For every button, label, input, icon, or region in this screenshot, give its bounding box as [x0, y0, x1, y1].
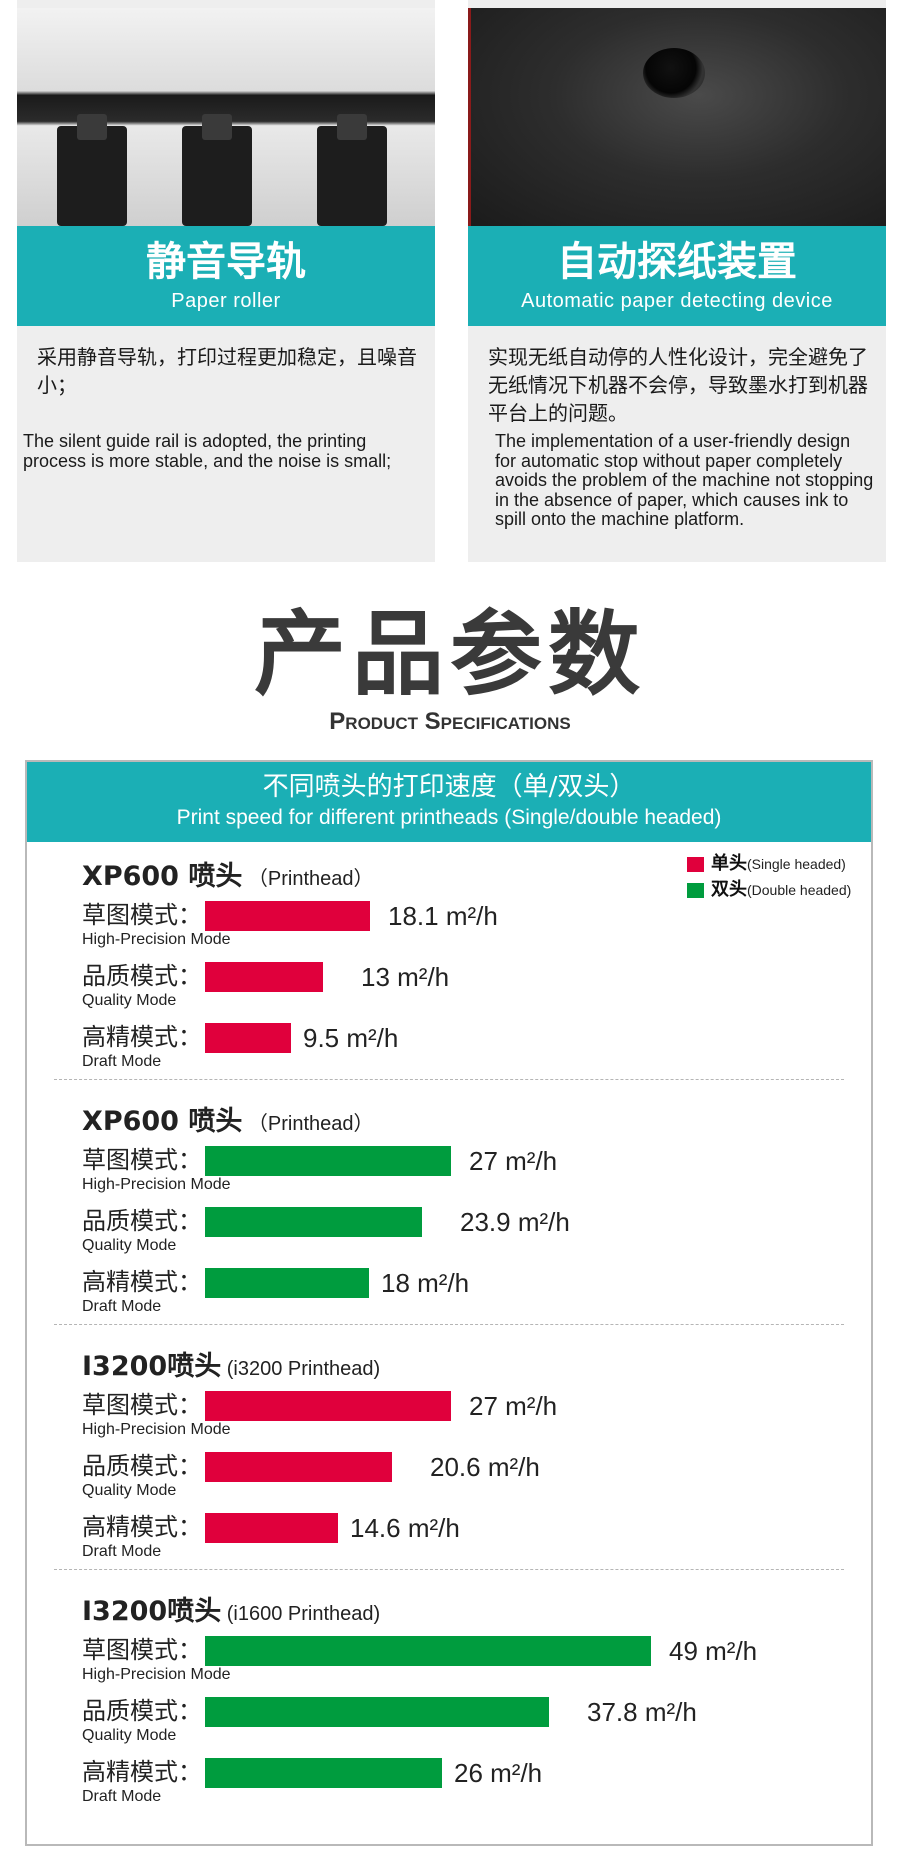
rail-bracket: [57, 126, 127, 226]
feature-title-en: Automatic paper detecting device: [521, 290, 833, 312]
rail-clip: [202, 114, 232, 140]
speed-value: 18 m²/h: [381, 1268, 470, 1298]
printhead-name: XP600 喷头: [82, 861, 243, 892]
legend-swatch-single: [687, 857, 704, 872]
group-divider: [54, 1079, 844, 1080]
speed-value: 9.5 m²/h: [303, 1023, 399, 1053]
speed-bar-single: [205, 1391, 451, 1421]
printhead-label: （Printhead）: [242, 1113, 374, 1135]
mode-label-en: High-Precision Mode: [82, 931, 231, 948]
speed-bar-double: [205, 1758, 442, 1788]
group-title: XP600 喷头 （Printhead）: [82, 860, 374, 896]
rail-clip: [337, 114, 367, 140]
feature-title: 自动探纸装置: [557, 239, 797, 285]
section-subtitle: Product Specifications: [329, 708, 571, 735]
legend-swatch-double: [687, 883, 704, 898]
speed-value: 20.6 m²/h: [430, 1452, 540, 1482]
printhead-name: I3200喷头: [82, 1596, 222, 1627]
mode-label-en: High-Precision Mode: [82, 1176, 231, 1193]
legend-label: 双头(Double headed): [711, 879, 852, 900]
printhead-label: (i1600 Printhead): [221, 1603, 381, 1625]
feature-description-en: The implementation of a user-friendly de…: [495, 431, 874, 529]
speed-value: 13 m²/h: [361, 962, 450, 992]
mode-label-en: Quality Mode: [82, 1727, 177, 1744]
speed-value: 27 m²/h: [469, 1146, 558, 1176]
feature-title: 静音导轨: [146, 239, 306, 285]
group-title: I3200喷头 (i1600 Printhead): [82, 1595, 380, 1631]
print-speed-chart: 不同喷头的打印速度（单/双头） Print speed for differen…: [25, 760, 873, 1846]
speed-bar-double: [205, 1146, 451, 1176]
chart-subtitle: Print speed for different printheads (Si…: [176, 806, 722, 829]
mode-label-en: Draft Mode: [82, 1298, 162, 1315]
feature-title-en: Paper roller: [171, 290, 281, 312]
mode-label: 品质模式：: [82, 1207, 202, 1235]
chart-header: 不同喷头的打印速度（单/双头） Print speed for differen…: [27, 762, 871, 842]
rail-clip: [77, 114, 107, 140]
printhead-label: （Printhead）: [242, 868, 374, 890]
section-title: 产品参数: [253, 601, 646, 708]
mode-label: 高精模式：: [82, 1268, 202, 1296]
speed-bar-double: [205, 1697, 549, 1727]
speed-bar-double: [205, 1207, 422, 1237]
speed-bar-single: [205, 901, 370, 931]
printhead-label: (i3200 Printhead): [221, 1358, 381, 1380]
speed-bar-single: [205, 1023, 291, 1053]
group-divider: [54, 1324, 844, 1325]
speed-bar-single: [205, 962, 323, 992]
mode-label-en: Quality Mode: [82, 1482, 177, 1499]
guide-rail-photo: [17, 8, 435, 226]
speed-value: 27 m²/h: [469, 1391, 558, 1421]
paper-sensor-photo: [468, 8, 886, 226]
mode-label-en: Quality Mode: [82, 1237, 177, 1254]
printhead-name: I3200喷头: [82, 1351, 222, 1382]
mode-label: 草图模式：: [82, 1391, 202, 1419]
group-divider: [54, 1569, 844, 1570]
mode-label-en: Draft Mode: [82, 1788, 162, 1805]
feature-description-en: The silent guide rail is adopted, the pr…: [23, 431, 392, 471]
mode-label: 草图模式：: [82, 901, 202, 929]
mode-label: 高精模式：: [82, 1513, 202, 1541]
legend-label: 单头(Single headed): [711, 853, 846, 874]
speed-bar-single: [205, 1452, 392, 1482]
mode-label: 品质模式：: [82, 1452, 202, 1480]
mode-label-en: Draft Mode: [82, 1053, 162, 1070]
speed-value: 49 m²/h: [669, 1636, 758, 1666]
mode-label-en: Draft Mode: [82, 1543, 162, 1560]
speed-value: 26 m²/h: [454, 1758, 543, 1788]
group-title: XP600 喷头 （Printhead）: [82, 1105, 374, 1141]
feature-banner: 自动探纸装置 Automatic paper detecting device: [468, 226, 886, 326]
group-title: I3200喷头 (i3200 Printhead): [82, 1350, 380, 1386]
mode-label: 草图模式：: [82, 1146, 202, 1174]
rail-bracket: [317, 126, 387, 226]
speed-value: 14.6 m²/h: [350, 1513, 460, 1543]
printhead-name: XP600 喷头: [82, 1106, 243, 1137]
speed-value: 18.1 m²/h: [388, 901, 498, 931]
feature-description: 实现无纸自动停的人性化设计，完全避免了无纸情况下机器不会停，导致墨水打到机器平台…: [488, 345, 868, 425]
feature-card-paper-roller: 静音导轨 Paper roller 采用静音导轨，打印过程更加稳定，且噪音小； …: [17, 0, 435, 562]
mode-label: 高精模式：: [82, 1758, 202, 1786]
speed-bar-double: [205, 1636, 651, 1666]
feature-card-paper-detecting: 自动探纸装置 Automatic paper detecting device …: [468, 0, 886, 562]
chart-title: 不同喷头的打印速度（单/双头）: [262, 772, 636, 802]
rail-bracket: [182, 126, 252, 226]
mode-label: 品质模式：: [82, 1697, 202, 1725]
speed-bar-double: [205, 1268, 369, 1298]
mode-label-en: Quality Mode: [82, 992, 177, 1009]
mode-label-en: High-Precision Mode: [82, 1421, 231, 1438]
feature-description: 采用静音导轨，打印过程更加稳定，且噪音小；: [37, 345, 417, 397]
speed-value: 37.8 m²/h: [587, 1697, 697, 1727]
feature-banner: 静音导轨 Paper roller: [17, 226, 435, 326]
paper-sensor: [643, 48, 705, 98]
mode-label: 草图模式：: [82, 1636, 202, 1664]
mode-label: 高精模式：: [82, 1023, 202, 1051]
mode-label-en: High-Precision Mode: [82, 1666, 231, 1683]
speed-value: 23.9 m²/h: [460, 1207, 570, 1237]
speed-bar-single: [205, 1513, 338, 1543]
mode-label: 品质模式：: [82, 962, 202, 990]
